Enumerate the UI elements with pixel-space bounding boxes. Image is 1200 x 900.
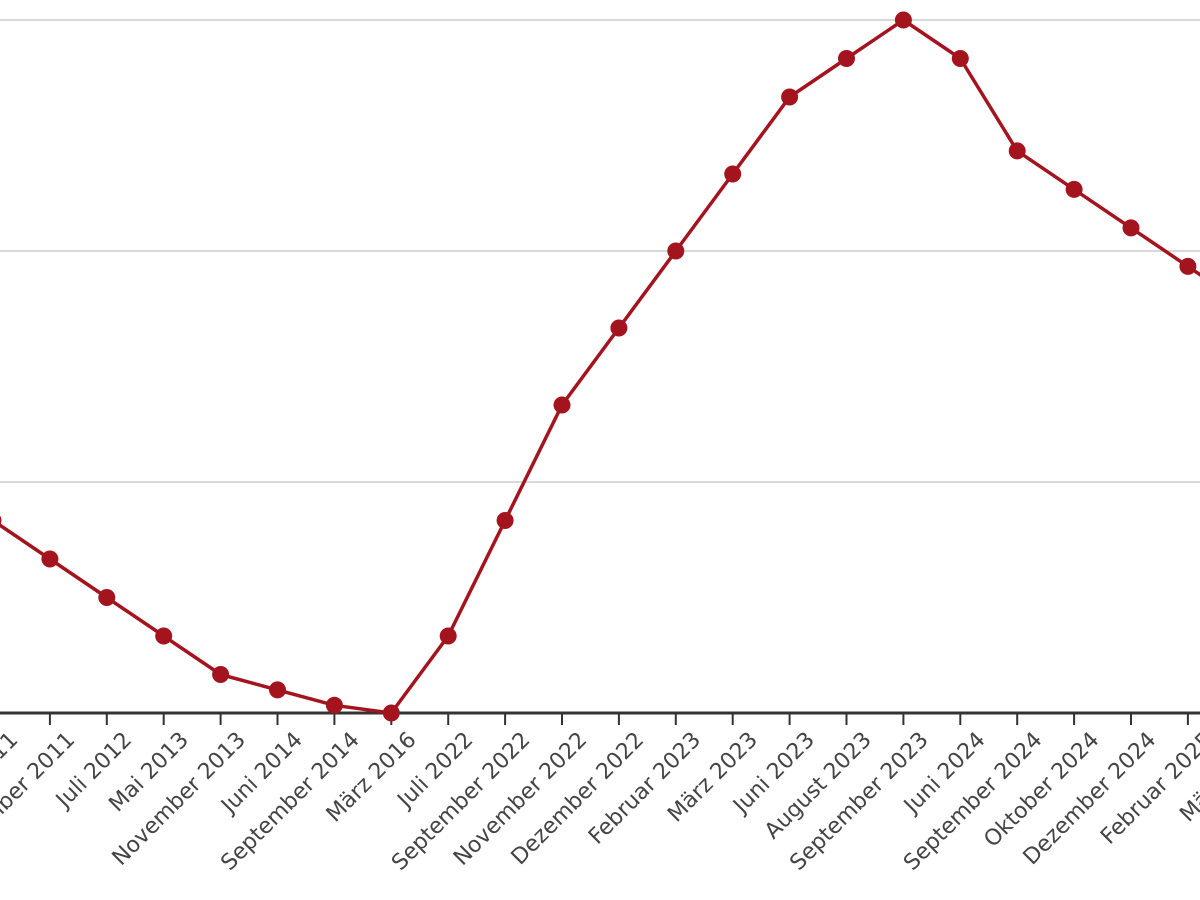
data-point — [496, 512, 514, 529]
data-point — [98, 589, 116, 606]
data-point — [724, 165, 742, 183]
data-point — [1065, 180, 1083, 198]
data-point — [553, 396, 571, 414]
data-point — [951, 50, 969, 67]
data-point — [155, 627, 173, 645]
data-point — [382, 704, 400, 722]
data-point — [894, 11, 912, 29]
data-point — [667, 242, 685, 260]
data-point — [269, 681, 286, 699]
data-point — [0, 515, 2, 526]
data-point — [781, 88, 799, 106]
data-point — [212, 666, 230, 683]
data-point — [439, 627, 457, 645]
data-point — [325, 696, 343, 714]
data-line — [0, 18, 1200, 715]
data-point — [41, 550, 59, 568]
data-point — [610, 319, 628, 337]
data-point — [838, 50, 855, 67]
data-point — [1008, 142, 1026, 160]
data-point — [1122, 219, 1140, 237]
data-point — [1179, 257, 1197, 275]
